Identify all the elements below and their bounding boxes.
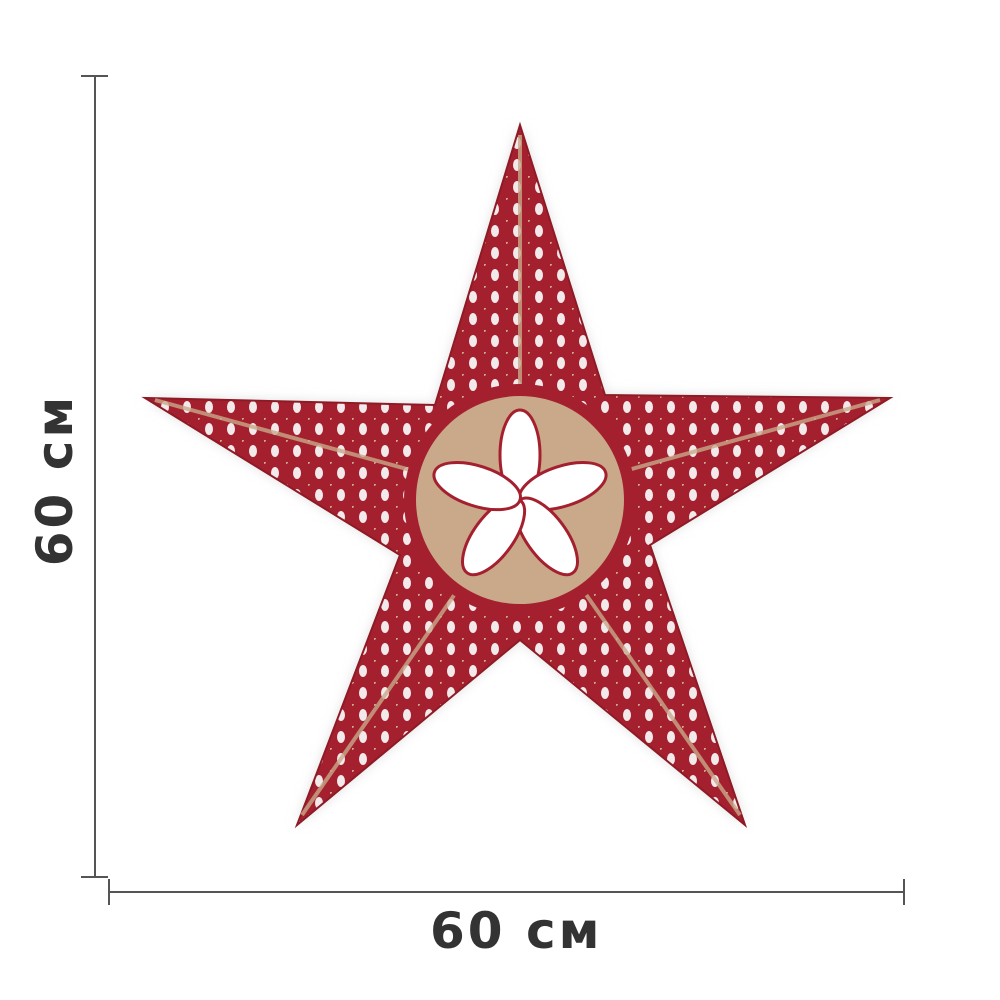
height-tick-top (81, 75, 108, 77)
width-tick-left (108, 879, 110, 905)
center-flower (432, 408, 608, 577)
height-tick-bottom (81, 876, 108, 878)
height-dimension-line (94, 75, 96, 877)
height-label: 60 см (26, 393, 84, 567)
width-dimension-line (108, 891, 905, 893)
width-tick-right (903, 879, 905, 905)
width-label: 60 см (430, 902, 603, 960)
